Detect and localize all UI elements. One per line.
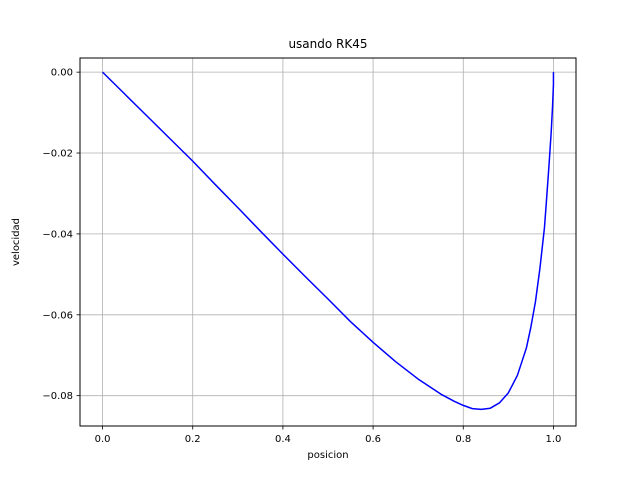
x-tick-label: 0.0 [95, 434, 111, 445]
series-layer [102, 71, 555, 411]
y-axis-label: velocidad [11, 218, 22, 266]
y-tick-label: −0.04 [42, 229, 73, 240]
chart-title: usando RK45 [288, 37, 367, 51]
y-tick-label: −0.02 [42, 149, 73, 160]
y-tick-label: −0.06 [42, 310, 73, 321]
x-axis-ticks: 0.0 0.2 0.4 0.6 0.8 1.0 [95, 426, 562, 445]
x-tick-label: 0.8 [455, 434, 471, 445]
grid-lines [80, 58, 576, 426]
plot-frame [79, 57, 577, 427]
y-axis-ticks: 0.00 −0.02 −0.04 −0.06 −0.08 [42, 68, 80, 402]
y-tick-label: −0.08 [42, 391, 73, 402]
series-line-0 [102, 71, 555, 411]
x-axis-label: posicion [307, 450, 348, 461]
x-tick-label: 1.0 [546, 434, 562, 445]
y-tick-label: 0.00 [51, 68, 73, 79]
x-tick-label: 0.4 [275, 434, 291, 445]
x-tick-label: 0.2 [185, 434, 201, 445]
x-tick-label: 0.6 [365, 434, 381, 445]
